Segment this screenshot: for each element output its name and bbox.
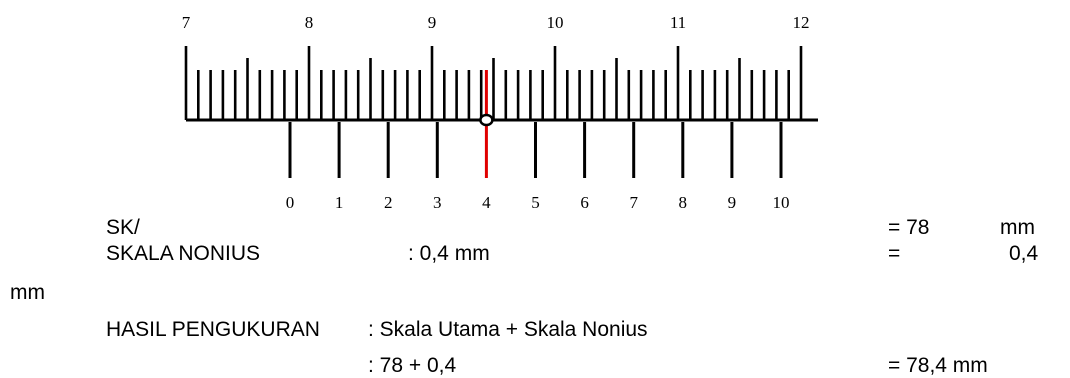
result-calculation: : 78 + 0,4 — [368, 354, 457, 377]
result-label: HASIL PENGUKURAN — [106, 318, 320, 341]
main-scale-tick-label: 10 — [547, 13, 564, 32]
main-scale-tick-label: 9 — [428, 13, 437, 32]
alignment-circle — [479, 113, 494, 127]
vernier-scale-tick-label: 2 — [384, 193, 393, 212]
vernier-scale-tick-label: 7 — [629, 193, 638, 212]
vernier-scale-tick-label: 10 — [773, 193, 790, 212]
result-formula: : Skala Utama + Skala Nonius — [368, 318, 648, 341]
main-scale-tick-label: 7 — [182, 13, 191, 32]
main-scale-labels: 7 8 9 10 11 12 — [182, 13, 810, 32]
vernier-scale-tick-label: 1 — [335, 193, 344, 212]
vernier-scale-tick-label: 6 — [580, 193, 589, 212]
vernier-scale-labels: 0 1 2 3 4 5 6 7 8 9 10 — [286, 193, 790, 212]
vernier-scale-tick-label: 8 — [679, 193, 688, 212]
nonius-unit: mm — [10, 281, 45, 304]
nonius-label: SKALA NONIUS — [106, 242, 261, 265]
main-scale-result: = 78 — [888, 216, 930, 239]
main-scale — [184, 46, 818, 122]
nonius-equals: = — [888, 242, 901, 265]
vernier-scale-tick-label: 0 — [286, 193, 295, 212]
vernier-scale-tick-label: 4 — [482, 193, 491, 212]
main-scale-label: SK/ — [106, 216, 140, 239]
result-value: = 78,4 mm — [888, 354, 988, 377]
alignment-markers — [479, 70, 494, 127]
main-scale-tick-label: 12 — [793, 13, 810, 32]
vernier-scale-tick-label: 5 — [531, 193, 540, 212]
vernier-scale-tick-label: 9 — [728, 193, 737, 212]
main-scale-tick-label: 11 — [670, 13, 686, 32]
main-scale-tick-label: 8 — [305, 13, 314, 32]
nonius-result: 0,4 — [1009, 242, 1039, 265]
main-scale-unit: mm — [1000, 216, 1035, 239]
vernier-scale — [288, 122, 783, 178]
nonius-value: : 0,4 mm — [408, 242, 490, 265]
vernier-scale-tick-label: 3 — [433, 193, 442, 212]
vernier-caliper-diagram: 7 8 9 10 11 12 0 1 2 3 4 5 6 7 8 9 10 — [182, 13, 818, 212]
